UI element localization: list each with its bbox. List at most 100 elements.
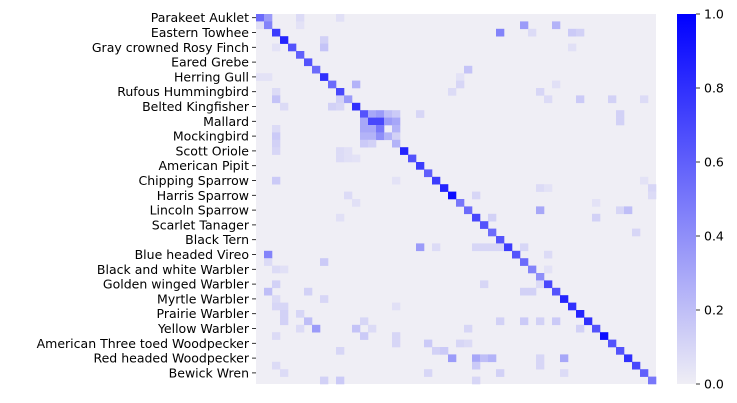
heatmap-cell <box>328 102 337 111</box>
heatmap-cell <box>256 73 265 81</box>
heatmap-cell <box>280 369 289 377</box>
heatmap-cell <box>360 132 369 141</box>
heatmap-cell <box>264 73 273 81</box>
heatmap-cell <box>592 199 601 207</box>
heatmap-cell <box>384 110 393 118</box>
heatmap-cell <box>648 191 657 200</box>
heatmap-cell <box>368 110 377 118</box>
row-tick-label: Blue headed Vireo <box>135 247 249 262</box>
heatmap-cell <box>560 295 569 303</box>
heatmap-cell <box>368 139 377 148</box>
heatmap-cell <box>360 125 369 133</box>
heatmap-cell <box>440 184 449 192</box>
heatmap-cell <box>344 147 353 155</box>
heatmap-cell <box>544 250 553 259</box>
heatmap-cell <box>616 110 625 118</box>
heatmap-cell <box>392 132 401 141</box>
heatmap-cell <box>456 339 465 348</box>
heatmap-cell <box>368 324 377 333</box>
heatmap-cell <box>536 88 545 96</box>
heatmap-cell <box>272 88 281 96</box>
heatmap-cell <box>320 376 329 385</box>
heatmap-cell <box>376 132 385 141</box>
heatmap-cell <box>472 376 481 385</box>
heatmap-cell <box>272 265 281 274</box>
heatmap-cell <box>472 213 481 222</box>
heatmap-cell <box>384 117 393 126</box>
heatmap-cell <box>296 14 305 22</box>
heatmap-cell <box>544 265 553 274</box>
heatmap-cell <box>336 347 345 355</box>
colorbar-gradient <box>677 14 696 384</box>
heatmap-cell <box>520 258 529 266</box>
heatmap-cell <box>592 324 601 333</box>
heatmap-cell <box>336 14 345 22</box>
row-tick-label: Bewick Wren <box>169 365 249 380</box>
heatmap-cell <box>608 95 617 104</box>
heatmap-cell <box>320 295 329 303</box>
heatmap-cell <box>456 199 465 207</box>
heatmap-cell <box>440 347 449 355</box>
heatmap-cell <box>368 132 377 141</box>
heatmap-cell <box>544 95 553 104</box>
heatmap-cell <box>312 65 321 74</box>
heatmap-cell <box>392 117 401 126</box>
heatmap-cell <box>272 176 281 185</box>
heatmap-cell <box>376 110 385 118</box>
heatmap-cell <box>320 258 329 266</box>
heatmap-cell <box>528 287 537 296</box>
heatmap-cell <box>464 324 473 333</box>
heatmap-cell <box>264 14 273 22</box>
heatmap-cell <box>336 102 345 111</box>
heatmap-cell <box>640 176 649 185</box>
row-tick-label: Black and white Warbler <box>97 262 250 277</box>
heatmap-cell <box>632 361 641 370</box>
heatmap-cell <box>328 80 337 89</box>
heatmap-cell <box>432 176 441 185</box>
heatmap-cell <box>256 21 265 30</box>
heatmap-cell <box>544 280 553 289</box>
heatmap-cell <box>504 243 513 252</box>
heatmap-cell <box>448 88 457 96</box>
heatmap-cell <box>280 265 289 274</box>
heatmap-cell <box>336 147 345 155</box>
heatmap-cell <box>568 302 577 311</box>
heatmap-cell <box>304 58 313 67</box>
heatmap-cell <box>392 110 401 118</box>
heatmap-cell <box>416 243 425 252</box>
heatmap-cell <box>496 369 505 377</box>
heatmap-cell <box>576 324 585 333</box>
heatmap-cell <box>496 243 505 252</box>
colorbar: 0.0 0.2 0.4 0.6 0.8 1.0 <box>677 7 724 392</box>
heatmap-cell <box>272 132 281 141</box>
heatmap-cell <box>360 139 369 148</box>
heatmap-cell <box>536 280 545 289</box>
heatmap-cell <box>648 376 657 385</box>
colorbar-tick-label: 0.0 <box>704 377 724 392</box>
heatmap-cell <box>520 317 529 326</box>
heatmap-cell <box>488 354 497 363</box>
row-tick-label: Parakeet Auklet <box>151 10 249 25</box>
heatmap-cell <box>424 369 433 377</box>
colorbar-tick-label: 0.2 <box>704 303 724 318</box>
heatmap-cell <box>360 332 369 340</box>
colorbar-tick-label: 0.4 <box>704 229 724 244</box>
row-tick-label: Belted Kingfisher <box>142 99 250 114</box>
heatmap-cell <box>528 265 537 274</box>
heatmap-cell <box>360 110 369 118</box>
row-tick-label: Mallard <box>203 114 249 129</box>
colorbar-tick-label: 1.0 <box>704 7 724 22</box>
heatmap-cell <box>288 43 297 52</box>
heatmap-cell <box>536 206 545 215</box>
heatmap-cell <box>560 354 569 363</box>
heatmap-cell <box>456 73 465 81</box>
heatmap-cell <box>472 361 481 370</box>
heatmap-cell <box>264 21 273 30</box>
heatmap-cell <box>448 191 457 200</box>
heatmap-cell <box>552 287 561 296</box>
heatmap-cell <box>296 310 305 318</box>
row-tick-label: Eared Grebe <box>171 55 249 70</box>
heatmap-cell <box>536 361 545 370</box>
heatmap-cell <box>464 206 473 215</box>
heatmap-cell <box>296 51 305 59</box>
